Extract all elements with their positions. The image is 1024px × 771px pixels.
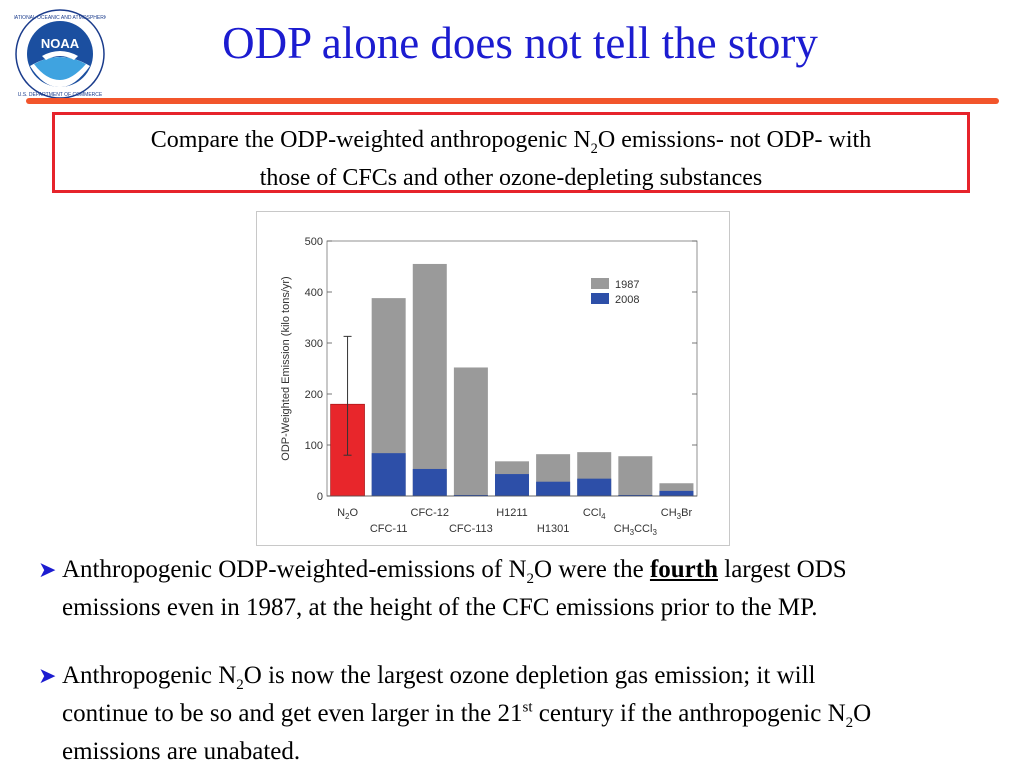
y-tick-label: 200: [305, 389, 323, 401]
svg-text:NATIONAL OCEANIC AND ATMOSPHER: NATIONAL OCEANIC AND ATMOSPHERIC: [14, 15, 106, 21]
bar-2008-CFC-12: [412, 468, 447, 496]
slide-title: ODP alone does not tell the story: [222, 18, 818, 68]
x-tick-label: CFC-12: [411, 507, 450, 519]
emission-bar-chart: 0 100 200 300 400 500 ODP-Weighted Emission (k…: [280, 236, 698, 537]
logo-center-text: NOAA: [41, 36, 80, 51]
legend-label-1987: 1987: [615, 279, 639, 291]
x-tick-label: CFC-11: [370, 523, 408, 535]
bullet-arrow-icon: ➤: [38, 557, 57, 582]
bar-2008-H1301: [536, 481, 571, 496]
y-axis-label: ODP-Weighted Emission (kilo tons/yr): [280, 276, 292, 460]
bar-1987-CFC-12: [412, 263, 447, 496]
bar-1987-CFC-113: [453, 367, 488, 496]
svg-text:U.S. DEPARTMENT OF COMMERCE: U.S. DEPARTMENT OF COMMERCE: [18, 92, 103, 98]
x-tick-label: CH3CCl3: [614, 523, 658, 537]
legend-swatch-2008: [591, 293, 609, 304]
x-tick-label: N2O: [337, 507, 358, 521]
legend-label-2008: 2008: [615, 294, 639, 306]
x-tick-label: H1301: [537, 523, 569, 535]
y-tick-label: 0: [317, 491, 323, 503]
bullet-2-text: Anthropogenic N2O is now the largest ozo…: [62, 662, 872, 765]
emission-chart: 0 100 200 300 400 500 ODP-Weighted Emission (k…: [256, 211, 730, 546]
x-tick-label: CCl4: [583, 507, 606, 521]
x-tick-label: CH3Br: [661, 507, 693, 521]
bar-2008-CCl4: [577, 478, 612, 496]
callout-box: Compare the ODP-weighted anthropogenic N…: [52, 112, 970, 193]
y-tick-label: 400: [305, 287, 323, 299]
bullet-arrow-icon: ➤: [38, 663, 57, 688]
noaa-logo: NOAA NATIONAL OCEANIC AND ATMOSPHERIC U.…: [14, 9, 106, 99]
y-tick-label: 500: [305, 236, 323, 248]
x-tick-label: CFC-113: [449, 523, 493, 535]
bar-2008-CFC-11: [371, 453, 406, 496]
bar-1987-CH3CCl3: [618, 456, 653, 496]
legend-swatch-1987: [591, 278, 609, 289]
title-divider: [26, 98, 999, 104]
bullet-1-text: Anthropogenic ODP-weighted-emissions of …: [62, 556, 847, 621]
bar-2008-H1211: [495, 474, 529, 496]
y-tick-label: 300: [305, 338, 323, 350]
callout-line-1: Compare the ODP-weighted anthropogenic N…: [150, 127, 872, 157]
x-tick-label: H1211: [496, 507, 528, 519]
bar-2008-CH3Br: [659, 490, 694, 496]
callout-line-2: those of CFCs and other ozone-depleting …: [259, 165, 763, 191]
y-tick-label: 100: [305, 440, 323, 452]
